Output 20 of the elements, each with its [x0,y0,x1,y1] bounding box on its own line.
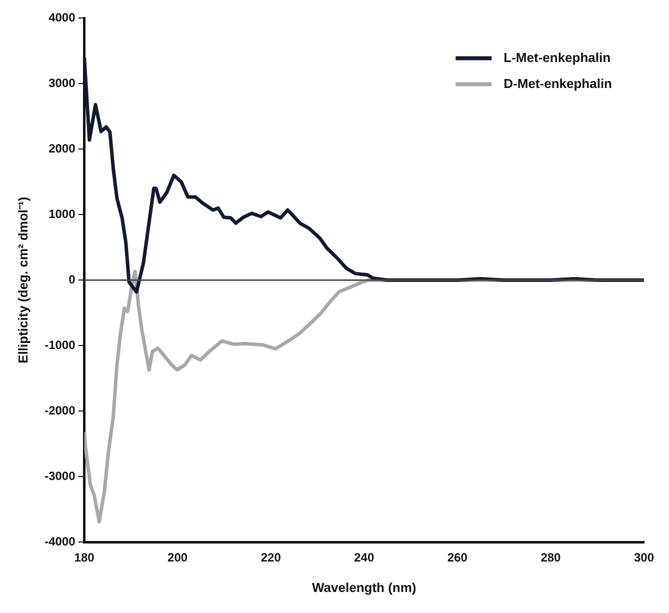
y-tick-label: 3000 [48,76,76,90]
y-tick-label: 4000 [48,10,76,25]
y-tick-label: -3000 [44,468,76,483]
x-axis-title: Wavelength (nm) [312,580,416,595]
y-tick-label: -2000 [44,403,76,418]
x-tick-label: 180 [74,550,95,565]
y-tick-label: 2000 [48,141,76,156]
legend-label: D-Met-enkephalin [504,76,612,91]
y-tick-label: 1000 [48,206,76,221]
x-tick-label: 220 [260,550,282,565]
legend-label: L-Met-enkephalin [504,50,611,65]
y-tick-label: -1000 [44,338,76,352]
x-tick-label: 260 [447,550,468,565]
y-tick-label: 0 [68,272,76,286]
y-axis-title: Ellipticity (deg. cm² dmol⁻¹) [15,196,30,364]
x-tick-label: 280 [540,550,562,565]
x-tick-label: 240 [354,550,374,565]
x-tick-label: 200 [168,550,188,565]
x-tick-label: 300 [634,550,654,565]
y-tick-label: -4000 [44,534,76,548]
